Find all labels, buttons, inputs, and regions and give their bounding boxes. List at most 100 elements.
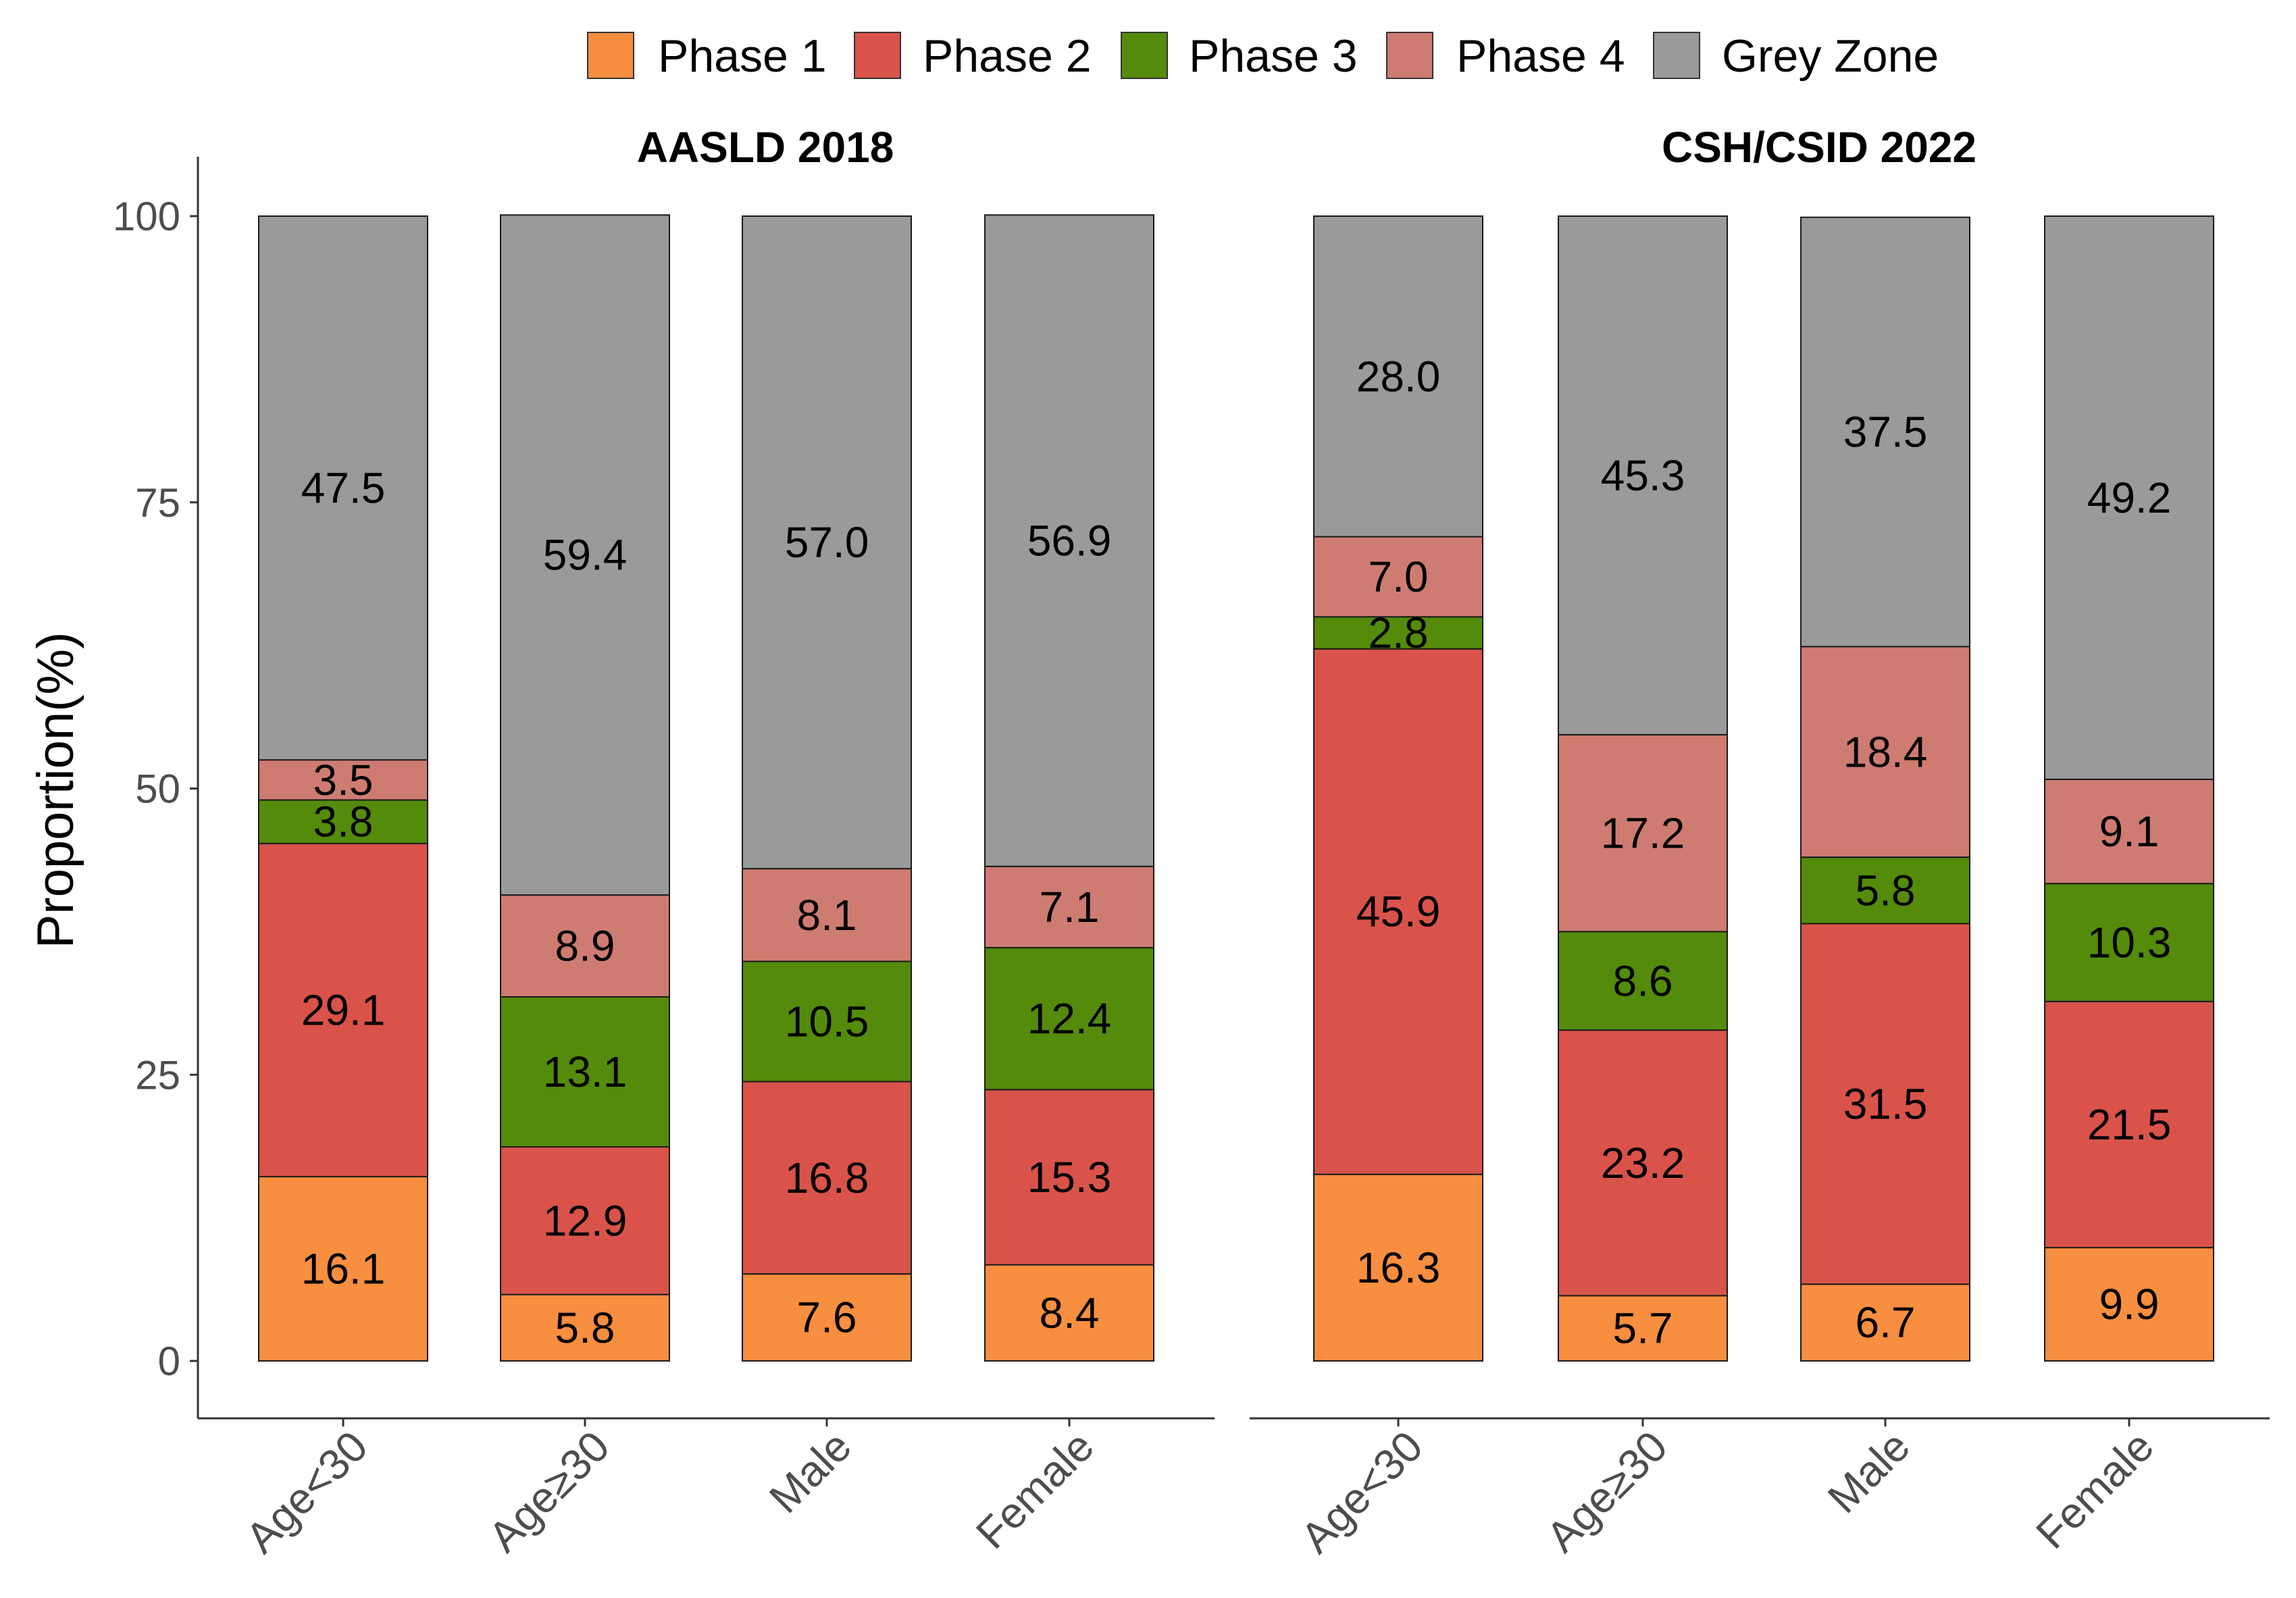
panel-title-aasld-2018: AASLD 2018 (637, 123, 894, 172)
bar-segment-phase-3 (2044, 883, 2214, 1002)
bar-segment-grey-zone (2044, 215, 2214, 780)
legend-item-phase-4: Phase 4 (1386, 30, 1625, 82)
bar-group-male: 6.7 31.5 5.8 18.4 37.5 (1800, 216, 1970, 1362)
bar-group-agelt30: 16.3 45.9 2.8 7.0 28.0 (1313, 215, 1483, 1362)
data-label-phase-4: 7.1 (1040, 883, 1100, 931)
data-label-phase-1: 5.8 (555, 1304, 615, 1352)
data-label-phase-2: 29.1 (301, 985, 386, 1034)
legend-label-phase-3: Phase 3 (1189, 30, 1358, 82)
y-tick-label-25: 25 (135, 1052, 180, 1098)
y-tick-label-50: 50 (135, 767, 180, 812)
y-axis-title: Proportion(%) (27, 632, 84, 949)
bar-group-agelt30: 16.1 29.1 3.83.5 47.5 (258, 215, 428, 1362)
bar-segment-grey-zone (742, 215, 912, 870)
data-label-phase-1: 9.9 (2099, 1280, 2160, 1329)
legend-label-phase-2: Phase 2 (923, 30, 1092, 82)
data-label-grey-zone: 59.4 (543, 531, 628, 579)
data-label-phase-3: 10.3 (2087, 918, 2172, 966)
legend-item-grey-zone: Grey Zone (1653, 30, 1939, 82)
x-tick-label-agege30: Age≥30 (1537, 1422, 1677, 1562)
data-label-grey-zone: 56.9 (1027, 517, 1112, 565)
data-label-grey-zone: 49.2 (2087, 473, 2172, 522)
bar-segment-phase-4 (2044, 778, 2214, 885)
data-label-phase-1: 5.7 (1613, 1304, 1673, 1353)
bar-segment-phase-2 (1800, 923, 1970, 1285)
legend-swatch-phase-3 (1121, 32, 1168, 79)
legend-label-grey-zone: Grey Zone (1722, 30, 1939, 82)
legend-item-phase-1: Phase 1 (587, 30, 827, 82)
panels: AASLD 2018 16.1 29.1 3.83.5 47.5 Age<30 5.8 12.… (198, 123, 2270, 1562)
bar-group-female: 8.4 15.3 12.4 7.1 56.9 (984, 214, 1154, 1362)
data-label-phase-1: 16.1 (301, 1245, 386, 1293)
bar-segment-phase-1 (1558, 1295, 1728, 1362)
axes: Proportion(%) 0 25 50 75 100 (27, 157, 199, 1418)
bar-segment-phase-2 (1313, 648, 1483, 1175)
data-label-phase-4: 18.4 (1843, 727, 1928, 776)
bar-group-female: 9.9 21.5 10.3 9.1 49.2 (2044, 215, 2214, 1362)
bar-segment-phase-4 (500, 894, 670, 998)
legend-item-phase-2: Phase 2 (854, 30, 1092, 82)
data-label-phase-4: 7.0 (1369, 552, 1429, 601)
bar-segment-phase-1 (2044, 1247, 2214, 1362)
bar-segment-phase-2 (258, 842, 428, 1178)
bar-segment-phase-2 (1558, 1029, 1728, 1297)
bar-segment-phase-4 (1558, 733, 1728, 933)
x-tick-label-agelt30: Age<30 (236, 1422, 377, 1562)
data-label-phase-2: 15.3 (1027, 1153, 1112, 1202)
legend-swatch-grey-zone (1653, 32, 1700, 79)
legend-swatch-phase-2 (854, 32, 901, 79)
bar-group-male: 7.6 16.8 10.5 8.1 57.0 (742, 215, 912, 1362)
data-label-phase-2: 21.5 (2087, 1100, 2172, 1149)
data-label-grey-zone: 45.3 (1601, 451, 1685, 500)
y-tick-label-0: 0 (158, 1339, 180, 1384)
panel-title-csh-csid-2022: CSH/CSID 2022 (1662, 123, 1976, 172)
data-label-phase-3: 8.6 (1613, 956, 1673, 1005)
bar-segment-grey-zone (1558, 215, 1728, 736)
bar-group-agege30: 5.7 23.2 8.6 17.2 45.3 (1558, 215, 1728, 1362)
data-label-phase-3: 5.8 (1856, 866, 1916, 914)
y-tick-label-75: 75 (135, 480, 180, 525)
data-label-grey-zone: 37.5 (1843, 408, 1928, 457)
data-label-phase-1: 16.3 (1356, 1243, 1441, 1292)
x-tick-label-male: Male (760, 1422, 861, 1522)
bar-segment-phase-1 (258, 1176, 428, 1362)
bar-segment-phase-1 (1313, 1173, 1483, 1362)
bar-segment-phase-3 (258, 799, 428, 844)
legend-swatch-phase-1 (587, 32, 634, 79)
bar-segment-phase-4 (1313, 536, 1483, 618)
data-label-phase-1: 7.6 (797, 1293, 857, 1342)
data-label-phase-4: 17.2 (1601, 809, 1685, 858)
data-label-phase-1: 8.4 (1040, 1289, 1100, 1337)
data-label-grey-zone: 57.0 (785, 518, 869, 567)
bar-segment-phase-1 (984, 1264, 1154, 1362)
bar-segment-grey-zone (1800, 216, 1970, 648)
x-tick-label-male: Male (1818, 1422, 1919, 1522)
bar-group-agege30: 5.8 12.9 13.1 8.9 59.4 (500, 214, 670, 1362)
bar-segment-phase-2 (742, 1081, 912, 1275)
y-tick-label-100: 100 (113, 194, 180, 239)
data-label-phase-3: 12.4 (1027, 994, 1112, 1043)
data-label-phase-4: 8.1 (797, 891, 857, 939)
data-label-phase-4: 8.9 (555, 922, 615, 971)
bar-segment-grey-zone (500, 214, 670, 896)
data-label-grey-zone: 47.5 (301, 464, 386, 513)
legend-label-phase-4: Phase 4 (1456, 30, 1625, 82)
legend: Phase 1 Phase 2 Phase 3 Phase 4 Grey Zone (587, 30, 1939, 82)
data-label-phase-2: 23.2 (1601, 1139, 1685, 1187)
data-label-phase-3: 13.1 (543, 1048, 628, 1096)
bar-segment-phase-4 (258, 759, 428, 801)
x-tick-label-female: Female (967, 1422, 1103, 1558)
data-label-phase-2: 45.9 (1356, 887, 1441, 936)
x-tick-label-agelt30: Age<30 (1292, 1422, 1432, 1562)
bar-segment-phase-3 (500, 996, 670, 1148)
data-label-phase-2: 31.5 (1843, 1079, 1928, 1128)
bar-segment-phase-2 (984, 1089, 1154, 1266)
bar-segment-phase-3 (742, 960, 912, 1083)
legend-item-phase-3: Phase 3 (1121, 30, 1358, 82)
data-label-phase-2: 12.9 (543, 1196, 628, 1245)
panel-csh-csid-2022: CSH/CSID 2022 16.3 45.9 2.8 7.0 28.0 Age<30 5.7… (1250, 123, 2270, 1562)
bar-segment-grey-zone (258, 215, 428, 761)
data-label-phase-3: 2.8 (1369, 609, 1429, 657)
